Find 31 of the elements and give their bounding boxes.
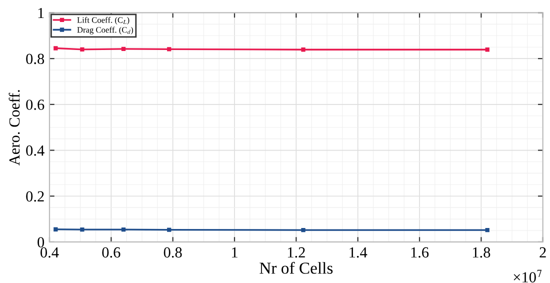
point — [80, 47, 84, 52]
y-tick-label: 0.2 — [26, 191, 44, 202]
x-tick-label: 0.6 — [102, 247, 120, 258]
point — [54, 46, 58, 50]
legend-label: Lift Coeff. (C$_{L}$) — [77, 16, 130, 25]
point — [301, 228, 306, 232]
point — [485, 48, 490, 52]
text: ×10$^{7}$ — [514, 270, 542, 282]
y-tick-label: 0.6 — [26, 100, 44, 110]
x-tick-label: 1.4 — [350, 247, 368, 258]
point — [167, 47, 172, 52]
point — [167, 228, 172, 232]
y-axis-title: Aero. Coeff. — [8, 90, 20, 166]
y-tick-label: 1 — [38, 8, 44, 18]
y-tick-label: 0.4 — [26, 145, 44, 156]
x-tick-label: 1.6 — [411, 247, 429, 258]
point — [54, 227, 58, 232]
point — [485, 228, 490, 232]
y-tick-label: 0 — [38, 237, 44, 248]
point — [121, 228, 126, 232]
point — [80, 228, 84, 232]
x-tick-label: 0.8 — [164, 247, 182, 258]
point — [121, 46, 126, 52]
y-tick-label: 0.8 — [26, 54, 44, 64]
x-tick-label: 1 — [232, 247, 238, 258]
legend-label: Drag Coeff. (C$_{d}$) — [77, 26, 134, 34]
x-tick-label: 2 — [540, 247, 546, 258]
x-tick-label: 1.8 — [472, 247, 490, 258]
x-tick-label: 1.2 — [288, 247, 305, 258]
x-axis-title: Nr of Cells — [260, 262, 333, 274]
point — [301, 48, 306, 52]
